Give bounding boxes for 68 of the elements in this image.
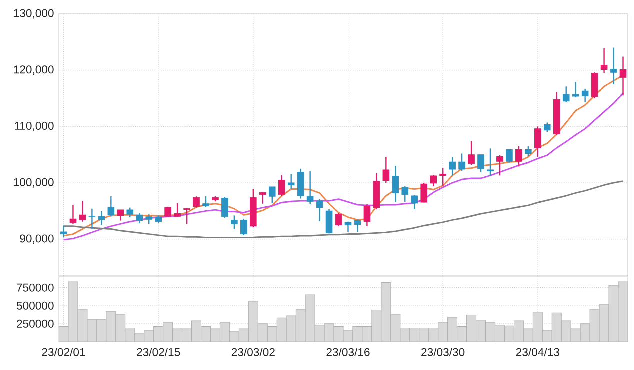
y-tick-label: 100,000	[14, 178, 54, 188]
candlestick	[487, 148, 494, 177]
candlestick	[572, 82, 580, 98]
candlestick	[402, 186, 409, 203]
candlestick	[591, 72, 598, 100]
candlestick	[468, 140, 475, 166]
candlestick	[316, 198, 324, 222]
x-tick-label: 23/03/02	[232, 348, 275, 356]
y-tick-label: 120,000	[14, 66, 54, 76]
x-tick-label: 23/02/01	[42, 348, 86, 356]
candlestick	[231, 215, 238, 230]
candlestick	[297, 168, 304, 200]
candlestick	[420, 182, 428, 204]
candlestick	[193, 196, 200, 208]
x-tick-label: 23/02/15	[137, 348, 180, 356]
candlestick	[440, 168, 446, 186]
candlestick	[582, 88, 589, 104]
x-tick-label: 23/03/30	[422, 348, 465, 356]
candlestick	[458, 153, 466, 172]
y-tick-label: 750000	[17, 284, 54, 292]
candlestick	[326, 208, 333, 234]
candlestick	[108, 196, 115, 218]
candlestick	[88, 208, 96, 230]
candlestick	[430, 174, 437, 188]
candlestick	[222, 196, 228, 219]
y-tick-label: 500000	[16, 302, 54, 310]
candlestick	[478, 154, 484, 173]
y-tick-label: 110,000	[15, 122, 54, 132]
candlestick	[411, 194, 418, 210]
candlestick	[610, 47, 618, 86]
candlestick	[516, 146, 522, 168]
candlestick	[620, 56, 627, 96]
candlestick	[164, 206, 172, 218]
candlestick	[306, 170, 314, 206]
candlestick	[392, 166, 400, 203]
candlestick	[136, 212, 144, 224]
candlestick	[268, 186, 276, 204]
x-tick-label: 23/04/13	[516, 348, 560, 356]
candlestick	[534, 126, 542, 158]
y-tick-label: 90,000	[20, 234, 54, 244]
candlestick	[146, 214, 152, 225]
candlestick	[364, 204, 371, 228]
candlestick	[70, 204, 77, 225]
candlestick	[544, 122, 551, 133]
candlestick	[174, 202, 181, 218]
candlestick	[562, 86, 570, 104]
candlestick	[184, 208, 190, 225]
candlestick	[335, 212, 342, 228]
candlestick	[278, 174, 286, 197]
candlestick	[496, 154, 504, 176]
candlestick	[79, 200, 86, 222]
candlestick	[117, 209, 124, 222]
candlestick	[449, 156, 456, 176]
y-tick-label: 250000	[17, 320, 54, 328]
y-tick-label: 130,000	[14, 9, 54, 19]
candlestick	[525, 146, 532, 157]
candlestick	[288, 173, 295, 190]
candlestick	[202, 196, 210, 208]
x-tick-label: 23/03/16	[326, 348, 370, 356]
candlestick	[98, 210, 106, 226]
candlestick	[382, 156, 390, 184]
candlestick	[259, 191, 266, 204]
candlestick	[60, 225, 68, 238]
candlestick	[354, 219, 362, 233]
candlestick	[600, 48, 608, 74]
candlestick	[506, 148, 513, 164]
candlestick	[240, 218, 248, 236]
candlestick	[126, 207, 134, 218]
